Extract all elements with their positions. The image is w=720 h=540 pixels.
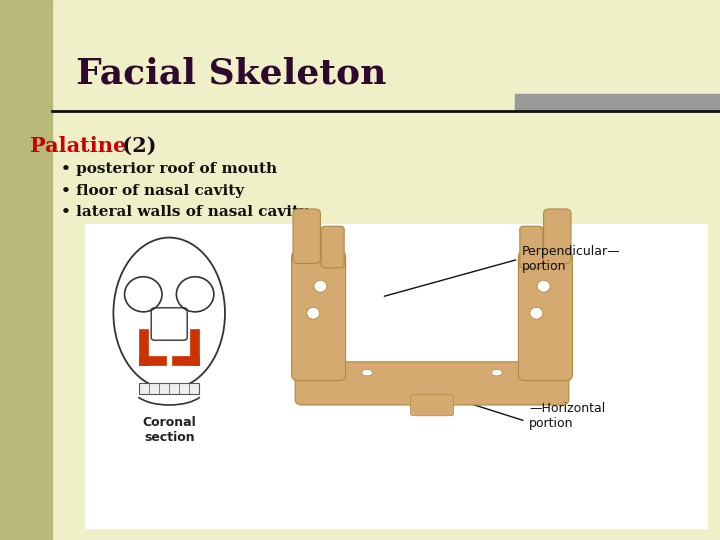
Ellipse shape <box>307 307 320 319</box>
Text: • floor of nasal cavity: • floor of nasal cavity <box>61 184 244 198</box>
Bar <box>0 0 52 540</box>
Bar <box>85 224 708 529</box>
Text: • lateral walls of nasal cavity: • lateral walls of nasal cavity <box>61 205 308 219</box>
Bar <box>172 356 199 365</box>
FancyBboxPatch shape <box>292 251 346 381</box>
Bar <box>515 94 720 111</box>
Text: Coronal
section: Coronal section <box>143 416 196 444</box>
Text: Palatine: Palatine <box>30 136 127 156</box>
Ellipse shape <box>537 280 550 292</box>
Text: Facial Skeleton: Facial Skeleton <box>76 57 386 91</box>
Bar <box>139 329 148 364</box>
Bar <box>190 329 199 364</box>
Ellipse shape <box>362 369 373 376</box>
Bar <box>139 383 199 394</box>
FancyBboxPatch shape <box>293 209 320 264</box>
FancyBboxPatch shape <box>321 226 344 268</box>
Bar <box>139 356 166 365</box>
FancyBboxPatch shape <box>520 226 543 268</box>
Ellipse shape <box>491 369 502 376</box>
FancyBboxPatch shape <box>518 251 572 381</box>
Ellipse shape <box>530 307 543 319</box>
FancyBboxPatch shape <box>295 362 569 405</box>
Text: —Horizontal
portion: —Horizontal portion <box>529 402 606 430</box>
FancyBboxPatch shape <box>410 394 454 416</box>
Text: • posterior roof of mouth: • posterior roof of mouth <box>61 162 277 176</box>
Text: (2): (2) <box>115 136 157 156</box>
Text: Perpendicular—
portion: Perpendicular— portion <box>522 245 621 273</box>
FancyBboxPatch shape <box>544 209 571 264</box>
Ellipse shape <box>314 280 327 292</box>
